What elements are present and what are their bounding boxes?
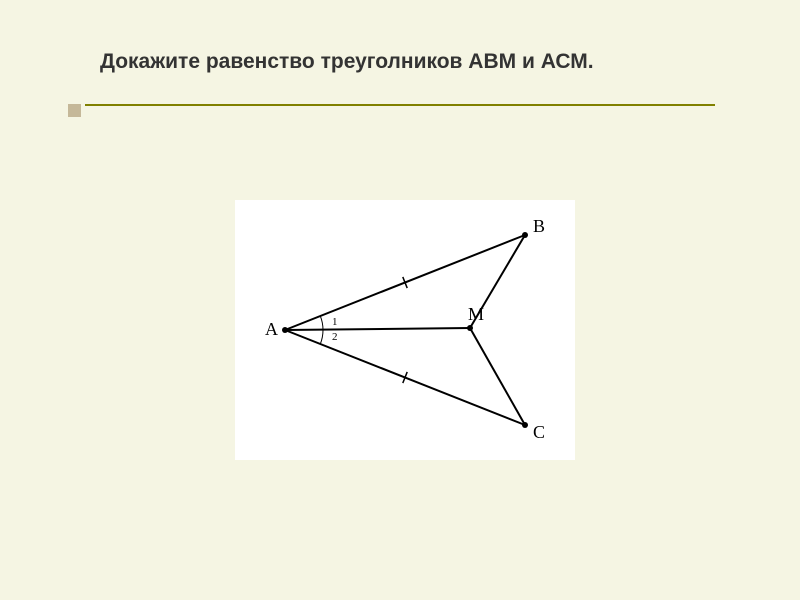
geometry-diagram: A B M C 1 2 (235, 200, 575, 460)
svg-text:2: 2 (332, 331, 338, 343)
page-title: Докажите равенство треуголников АВМ и АС… (100, 50, 700, 74)
svg-text:M: M (468, 304, 484, 324)
svg-text:1: 1 (332, 316, 338, 328)
title-divider (85, 104, 715, 106)
svg-text:B: B (533, 216, 545, 236)
diagram-svg: A B M C 1 2 (235, 200, 575, 460)
svg-text:A: A (265, 319, 278, 339)
svg-text:C: C (533, 422, 545, 442)
bullet-marker (68, 104, 81, 117)
